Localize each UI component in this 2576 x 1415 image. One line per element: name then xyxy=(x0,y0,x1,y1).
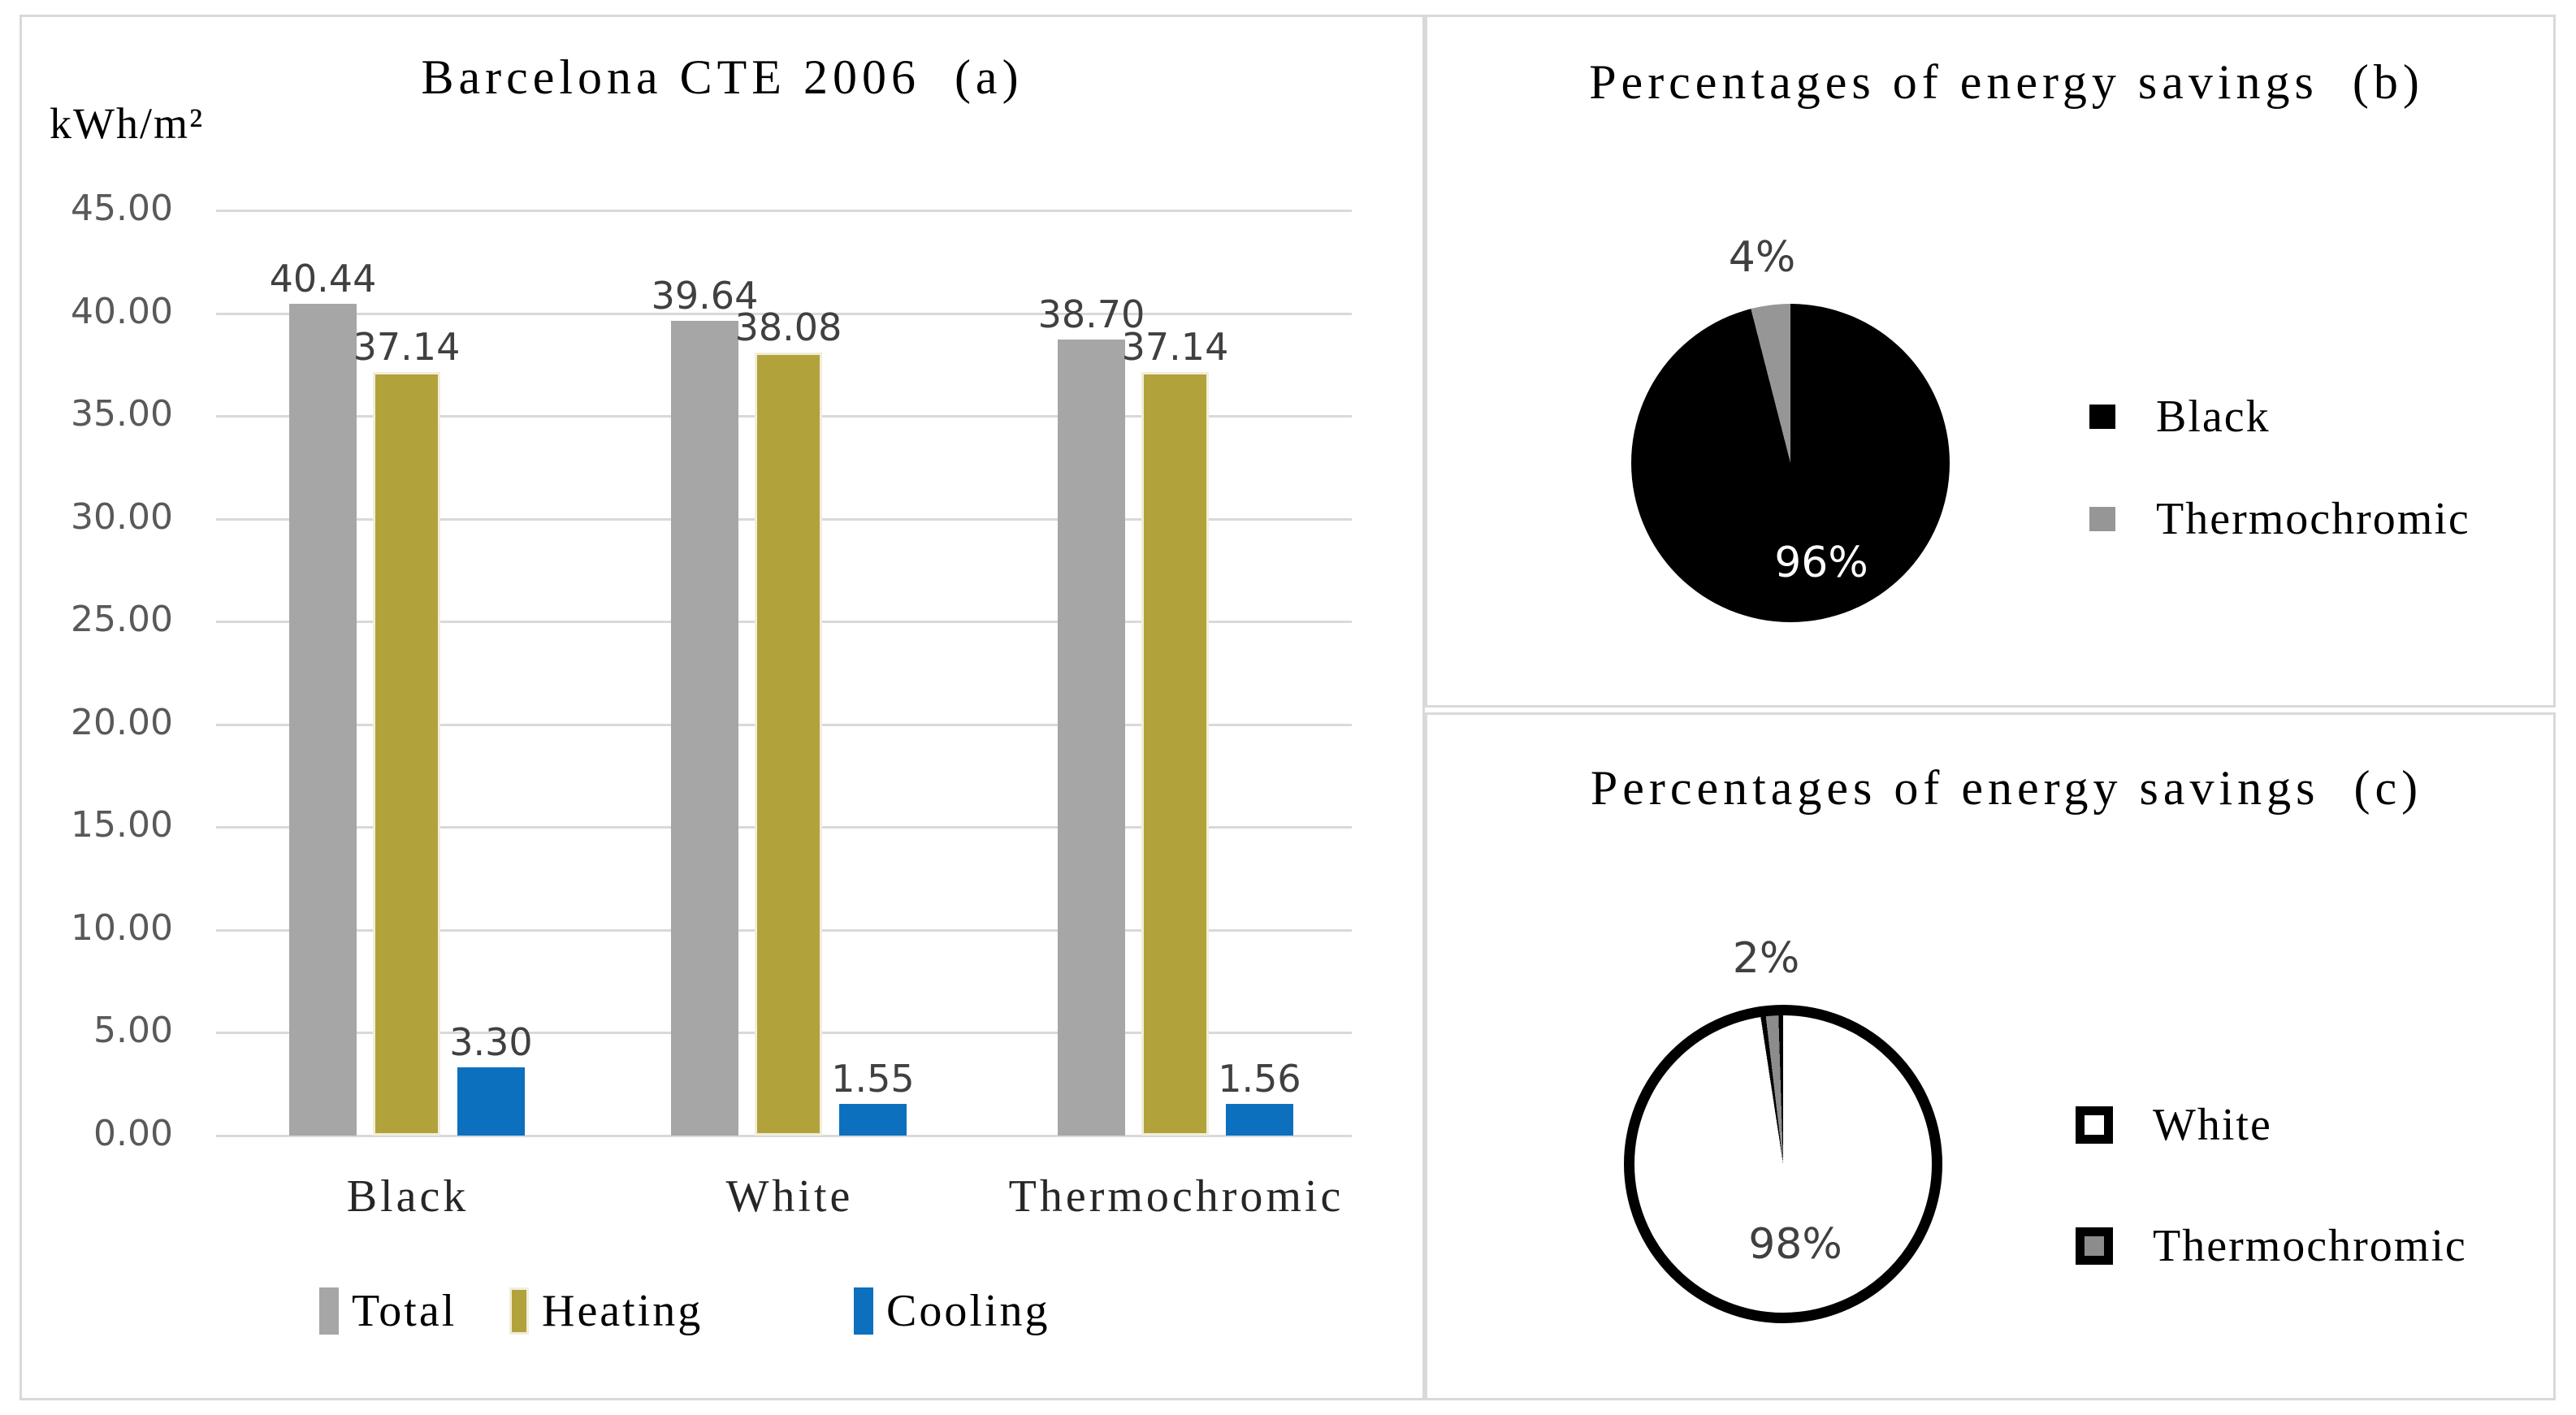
bar-heating-black xyxy=(373,371,440,1136)
bar-value-label: 37.14 xyxy=(1121,324,1229,369)
bar-cooling-white xyxy=(839,1103,907,1136)
legend-item-thermochromic-c: Thermochromic xyxy=(2076,1221,2467,1271)
legend-item-total: Total xyxy=(319,1284,457,1338)
x-axis-category-label: Black xyxy=(346,1171,470,1222)
bar-heating-thermochromic xyxy=(1141,371,1209,1136)
pie-chart-b-panel: Percentages of energy savings (b) 4% 96%… xyxy=(1425,15,2556,708)
gridline xyxy=(216,1135,1352,1137)
pie-c xyxy=(1624,1005,1942,1323)
bar-chart-title: Barcelona CTE 2006 (a) xyxy=(421,50,1024,104)
legend-label-cooling: Cooling xyxy=(886,1286,1050,1336)
white-slice-swatch xyxy=(2076,1106,2113,1144)
bar-value-label: 39.64 xyxy=(651,273,759,318)
legend-item-thermochromic-b: Thermochromic xyxy=(2089,494,2470,544)
bar-cooling-black xyxy=(457,1067,525,1136)
legend-label-heating: Heating xyxy=(542,1286,704,1336)
total-series-swatch xyxy=(319,1287,339,1335)
gridline xyxy=(216,312,1352,315)
x-axis-category-label: Thermochromic xyxy=(1008,1171,1344,1222)
thermochromic-slice-swatch-b xyxy=(2089,507,2115,531)
bar-cooling-thermochromic xyxy=(1226,1103,1293,1136)
pie-c-small-slice-label: 2% xyxy=(1732,934,1800,983)
legend-item-cooling: Cooling xyxy=(854,1284,1050,1338)
pie-b-small-slice-label: 4% xyxy=(1728,233,1796,282)
y-axis-tick-label: 40.00 xyxy=(71,290,173,332)
bar-value-label: 1.55 xyxy=(831,1056,915,1101)
pie-b-large-slice-label: 96% xyxy=(1774,539,1868,587)
pie-chart-c-panel: Percentages of energy savings (c) 2% 98%… xyxy=(1425,712,2556,1400)
y-axis-tick-label: 0.00 xyxy=(93,1113,173,1154)
legend-label-white: White xyxy=(2153,1100,2272,1150)
legend-label-thermochromic-b: Thermochromic xyxy=(2156,494,2470,544)
legend-item-white: White xyxy=(2076,1100,2272,1150)
legend-label-black: Black xyxy=(2156,392,2271,442)
bar-chart-panel: Barcelona CTE 2006 (a) kWh/m² 45.00 40.00… xyxy=(19,15,1425,1400)
pie-b-title: Percentages of energy savings (b) xyxy=(1589,55,2424,109)
cooling-series-swatch xyxy=(854,1287,873,1335)
bar-value-label: 3.30 xyxy=(449,1020,533,1065)
bar-value-label: 40.44 xyxy=(269,257,377,301)
legend-item-heating: Heating xyxy=(509,1284,703,1338)
x-axis-category-label: White xyxy=(725,1171,854,1222)
y-axis-tick-label: 20.00 xyxy=(71,701,173,743)
y-axis-tick-label: 10.00 xyxy=(71,907,173,949)
pie-c-title: Percentages of energy savings (c) xyxy=(1590,761,2423,815)
bar-heating-white xyxy=(755,353,822,1136)
pie-c-large-slice-label: 98% xyxy=(1748,1220,1842,1269)
bar-total-white xyxy=(671,320,738,1136)
gridline xyxy=(216,210,1352,212)
bar-total-black xyxy=(289,304,357,1136)
bar-value-label: 38.70 xyxy=(1037,292,1145,337)
y-axis-tick-label: 30.00 xyxy=(71,495,173,538)
legend-label-thermochromic-c: Thermochromic xyxy=(2153,1221,2467,1271)
pie-b xyxy=(1631,304,1950,622)
bar-value-label: 38.08 xyxy=(734,305,842,350)
heating-series-swatch xyxy=(509,1287,529,1335)
bar-value-label: 1.56 xyxy=(1218,1056,1301,1101)
y-axis-tick-label: 15.00 xyxy=(71,804,173,846)
y-axis-tick-label: 45.00 xyxy=(71,188,173,229)
y-axis-unit-label: kWh/m² xyxy=(50,99,205,148)
y-axis-tick-label: 25.00 xyxy=(71,599,173,641)
y-axis-tick-label: 35.00 xyxy=(71,393,173,435)
legend-label-total: Total xyxy=(352,1286,457,1336)
legend-item-black: Black xyxy=(2089,392,2271,442)
bar-value-label: 37.14 xyxy=(353,324,461,369)
y-axis-tick-label: 5.00 xyxy=(93,1010,173,1052)
black-slice-swatch xyxy=(2089,405,2115,429)
thermochromic-slice-swatch-c xyxy=(2076,1227,2113,1265)
bar-total-thermochromic xyxy=(1058,340,1125,1136)
